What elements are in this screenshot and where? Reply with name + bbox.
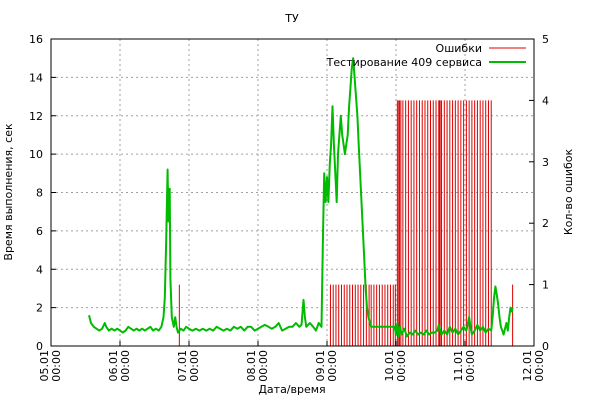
x-tick-label: 07.01 00:00 — [176, 350, 201, 382]
x-tick-label: 09.01 00:00 — [314, 350, 339, 382]
x-tick-label: 08.01 00:00 — [245, 350, 270, 382]
x-tick-time: 00:00 — [188, 350, 201, 382]
x-tick-date: 12.01 — [521, 350, 534, 382]
error-impulses — [178, 100, 514, 346]
x-tick-time: 00:00 — [50, 350, 63, 382]
x-tick-label: 12.01 00:00 — [521, 350, 546, 382]
y2-tick-label: 5 — [542, 33, 549, 46]
x-tick-date: 05.01 — [38, 350, 51, 382]
x-tick-date: 08.01 — [245, 350, 258, 382]
x-tick-date: 06.01 — [107, 350, 120, 382]
x-tick-label: 10.01 00:00 — [383, 350, 408, 382]
y-tick-label: 16 — [29, 33, 43, 46]
chart-title: ТУ — [284, 12, 299, 25]
y2-tick-label: 4 — [542, 94, 549, 107]
legend-label-errors: Ошибки — [436, 42, 482, 55]
x-tick-label: 05.01 00:00 — [38, 350, 63, 382]
y-tick-label: 8 — [36, 187, 43, 200]
x-tick-date: 09.01 — [314, 350, 327, 382]
x-tick-time: 00:00 — [257, 350, 270, 382]
x-tick-date: 11.01 — [452, 350, 465, 382]
service-test-line — [88, 57, 514, 338]
y-tick-label: 4 — [36, 263, 43, 276]
y2-axis-ticks: 0 1 2 3 4 5 — [529, 33, 549, 353]
x-tick-label: 06.01 00:00 — [107, 350, 132, 382]
x-tick-time: 00:00 — [464, 350, 477, 382]
x-tick-label: 11.01 00:00 — [452, 350, 477, 382]
legend: Ошибки Тестирование 409 сервиса — [326, 42, 526, 69]
y-axis-label: Время выполнения, сек — [2, 123, 15, 261]
y-tick-label: 14 — [29, 71, 43, 84]
x-axis-ticks: 05.01 00:00 06.01 00:00 07.01 00:00 08.01 00:00… — [38, 341, 546, 382]
y-axis-ticks: 0 2 4 6 8 10 12 14 16 — [29, 33, 56, 353]
grid — [51, 39, 534, 346]
y2-tick-label: 1 — [542, 279, 549, 292]
y-tick-label: 0 — [36, 340, 43, 353]
x-tick-time: 00:00 — [119, 350, 132, 382]
y-tick-label: 6 — [36, 225, 43, 238]
x-tick-date: 10.01 — [383, 350, 396, 382]
y2-tick-label: 0 — [542, 340, 549, 353]
y-tick-label: 10 — [29, 148, 43, 161]
x-tick-time: 00:00 — [395, 350, 408, 382]
y2-tick-label: 2 — [542, 217, 549, 230]
legend-label-service-test: Тестирование 409 сервиса — [326, 56, 482, 69]
x-tick-date: 07.01 — [176, 350, 189, 382]
y-tick-label: 12 — [29, 110, 43, 123]
x-axis-label: Дата/время — [258, 383, 325, 396]
line-layer — [88, 57, 514, 338]
x-tick-time: 00:00 — [533, 350, 546, 382]
x-tick-time: 00:00 — [326, 350, 339, 382]
y2-axis-label: Кол-во ошибок — [562, 148, 575, 235]
y2-tick-label: 3 — [542, 156, 549, 169]
y-tick-label: 2 — [36, 302, 43, 315]
